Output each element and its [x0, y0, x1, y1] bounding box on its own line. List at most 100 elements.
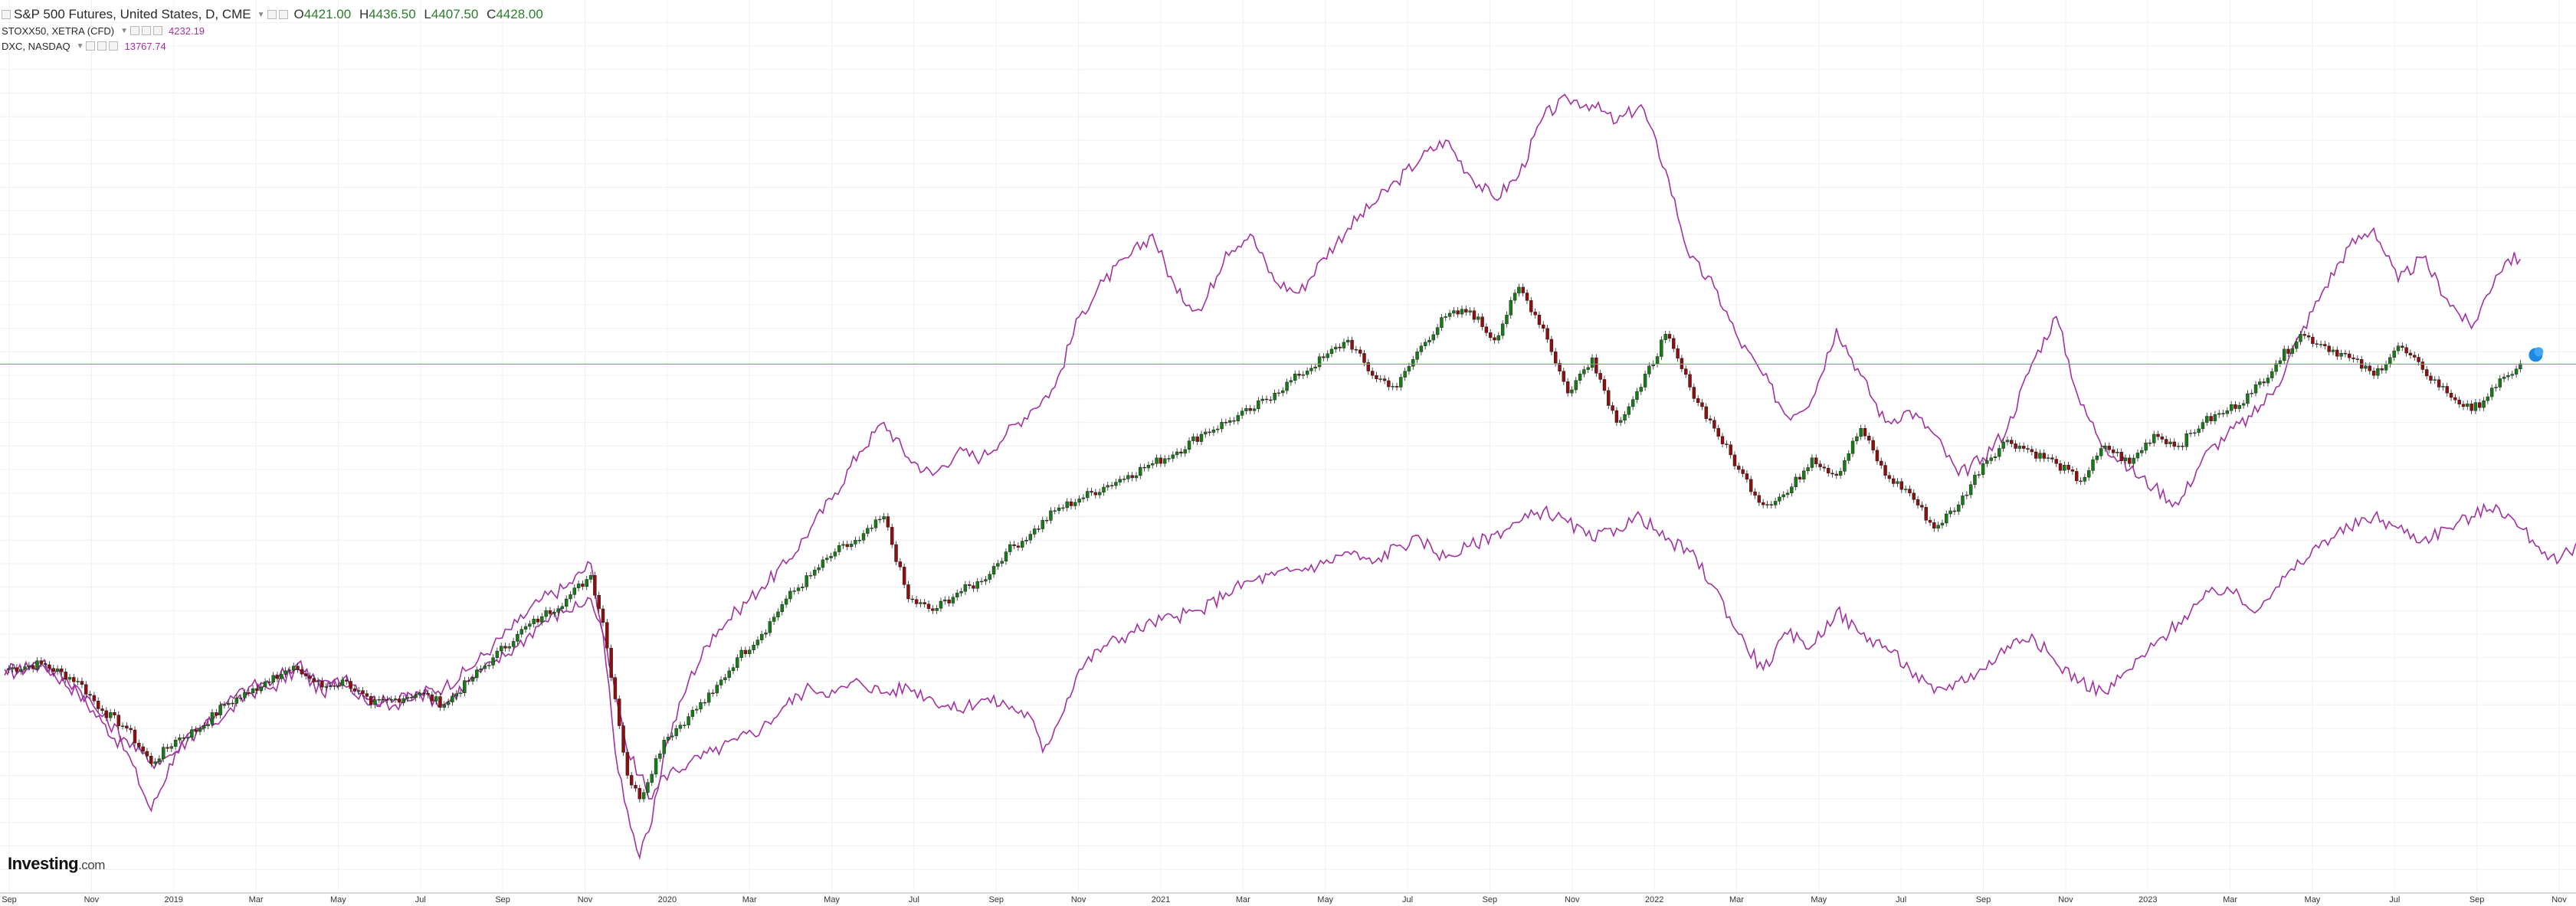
candle-body [1850, 440, 1855, 454]
candle-body [1509, 299, 1512, 316]
candle-body [2152, 433, 2156, 443]
candle-body [2478, 402, 2482, 408]
candle-body [446, 702, 451, 705]
visibility-icon[interactable] [142, 26, 152, 35]
candle-body [914, 599, 919, 604]
close-icon[interactable] [109, 41, 119, 51]
candle-body [1525, 293, 1529, 301]
candle-body [1472, 310, 1476, 320]
candle-body [564, 598, 569, 607]
candle-body [861, 533, 866, 541]
candle-body [401, 698, 405, 703]
legend-main-row[interactable]: S&P 500 Futures, United States, D, CME ▼… [2, 6, 548, 23]
candle-body [1069, 501, 1073, 506]
candle-body [1195, 437, 1199, 442]
candle-body [1403, 371, 1407, 378]
candle-body [1411, 359, 1415, 367]
candle-body [1415, 352, 1419, 360]
candle-body [2486, 396, 2490, 401]
candle-body [2278, 360, 2283, 365]
candle-body [825, 558, 829, 561]
candle-body [227, 702, 231, 705]
x-tick-label: Jul [909, 895, 919, 904]
candle-body [2506, 375, 2510, 378]
chevron-down-icon[interactable]: ▼ [120, 26, 129, 35]
open-value: 4421.00 [303, 7, 352, 21]
candle-body [1028, 534, 1033, 541]
candle-body [641, 792, 646, 800]
candle-body [2306, 335, 2311, 338]
candle-body [1134, 475, 1139, 479]
candle-body [1227, 420, 1232, 423]
chevron-down-icon[interactable]: ▼ [257, 10, 265, 19]
candle-body [336, 685, 340, 687]
candle-body [1948, 510, 1952, 515]
candle-body [1362, 353, 1366, 363]
visibility-icon[interactable] [278, 10, 288, 19]
candle-body [2283, 348, 2286, 361]
candle-body [1798, 476, 1802, 479]
candle-body [1863, 428, 1867, 437]
candle-body [926, 603, 931, 609]
settings-icon[interactable] [130, 26, 140, 35]
candle-body [2457, 400, 2461, 404]
candle-body [438, 696, 442, 708]
candle-body [1558, 362, 1562, 371]
candle-body [1928, 520, 1932, 523]
candle-body [629, 775, 634, 786]
current-price-line [0, 347, 2576, 365]
candle-body [805, 575, 808, 587]
candle-body [890, 527, 894, 545]
candle-body [361, 690, 365, 694]
candle-body [2453, 397, 2457, 401]
candle-body [467, 680, 470, 682]
candle-body [768, 621, 772, 633]
candle-body [829, 555, 833, 558]
candle-body [2343, 353, 2348, 355]
candle-body [141, 746, 145, 752]
legend-series-row[interactable]: DXC, NASDAQ ▼ 13767.74 [2, 38, 548, 54]
candle-body [255, 688, 259, 691]
candle-body [866, 528, 870, 534]
candle-body [1338, 346, 1342, 348]
candle-body [2392, 350, 2396, 358]
candle-body [2413, 355, 2417, 358]
candle-body [1260, 398, 1264, 401]
candle-body [683, 724, 687, 726]
candle-body [1044, 520, 1049, 522]
x-tick-label: Nov [578, 895, 593, 904]
candle-body [935, 608, 939, 611]
candle-body [283, 670, 287, 675]
candle-body [23, 666, 27, 670]
settings-icon[interactable] [86, 41, 96, 51]
chevron-down-icon[interactable]: ▼ [76, 41, 84, 51]
x-tick-label: Nov [2551, 895, 2567, 904]
visibility-icon[interactable] [97, 41, 107, 51]
x-tick-label: Sep [495, 895, 510, 904]
settings-icon[interactable] [267, 10, 277, 19]
collapse-icon[interactable] [2, 10, 11, 19]
candle-body [2262, 381, 2266, 384]
candle-body [719, 679, 723, 685]
candle-body [2241, 403, 2246, 406]
candle-body [1838, 471, 1843, 476]
candle-body [39, 660, 44, 664]
x-tick-label: Mar [1729, 895, 1744, 904]
candle-body [2510, 374, 2514, 376]
candle-body [1293, 374, 1297, 381]
candle-body [169, 746, 174, 749]
x-tick-label: Sep [1483, 895, 1498, 904]
candle-body [1309, 368, 1313, 371]
x-axis[interactable]: Sep Nov 2019 Mar May Jul Sep Nov 2020 Mar May Jul Se… [0, 892, 2576, 904]
candle-body [1090, 491, 1093, 493]
candle-body [1660, 339, 1663, 357]
candle-body [1139, 466, 1142, 476]
candle-body [1533, 312, 1537, 316]
candle-body [662, 740, 666, 754]
candle-body [1086, 491, 1090, 499]
legend-series-row[interactable]: STOXX50, XETRA (CFD) ▼ 4232.19 [2, 23, 548, 38]
close-icon[interactable] [153, 26, 163, 35]
candle-body [2050, 457, 2054, 460]
candle-body [2066, 465, 2070, 470]
